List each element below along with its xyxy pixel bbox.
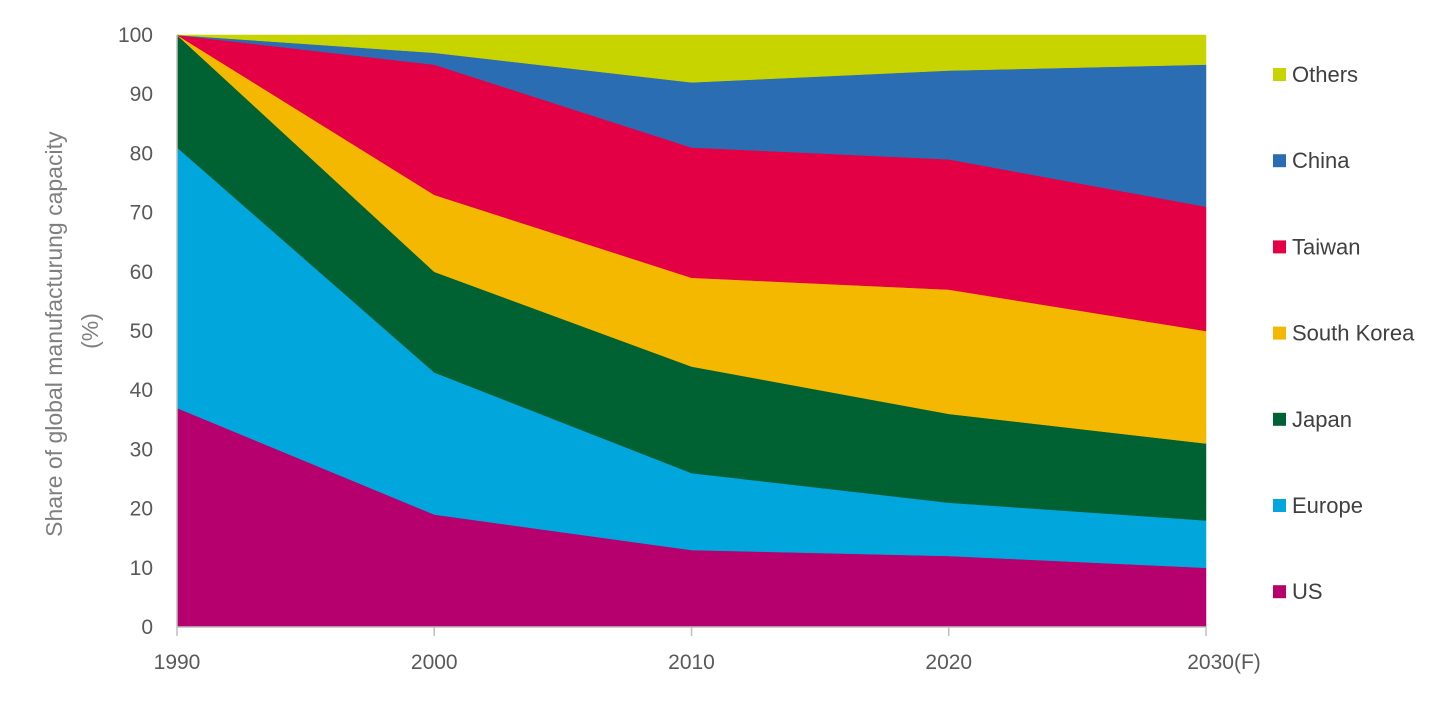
area-others <box>176 34 1207 83</box>
legend-swatch-europe <box>1273 499 1286 512</box>
legend-label-us: US <box>1292 579 1323 604</box>
y-tick-label: 90 <box>130 83 153 106</box>
x-tick-label: 2030(F) <box>1187 651 1261 674</box>
y-axis-title-line-1: Share of global manufacturung capacity <box>41 131 67 537</box>
y-tick-label: 100 <box>118 24 153 47</box>
y-axis-title-line-2: (%) <box>77 313 103 349</box>
x-tick-label: 2010 <box>668 651 715 674</box>
y-axis-title: Share of global manufacturung capacity (… <box>41 125 103 537</box>
y-tick-label: 10 <box>130 557 153 580</box>
x-axis-ticks: 1990 2000 2010 2020 2030(F) <box>154 627 1261 674</box>
y-tick-label: 20 <box>130 498 153 521</box>
legend-swatch-us <box>1273 585 1286 599</box>
legend-swatch-others <box>1273 68 1286 81</box>
legend-label-china: China <box>1292 148 1350 173</box>
legend-label-japan: Japan <box>1292 407 1352 432</box>
x-tick-label: 1990 <box>154 651 201 674</box>
x-tick-label: 2000 <box>411 651 458 674</box>
y-tick-label: 30 <box>130 438 153 461</box>
y-tick-label: 0 <box>141 616 153 639</box>
y-tick-label: 70 <box>130 202 153 225</box>
legend-swatch-taiwan <box>1273 240 1286 254</box>
y-tick-label: 80 <box>130 142 153 165</box>
y-tick-label: 60 <box>130 261 153 284</box>
y-axis-ticks: 0 10 20 30 40 50 60 70 80 90 100 <box>118 24 153 639</box>
x-tick-label: 2020 <box>925 651 972 674</box>
chart-legend: Others China Taiwan South Korea Japan Europe U… <box>1273 62 1415 604</box>
legend-swatch-south-korea <box>1273 326 1286 340</box>
chart-areas <box>176 34 1207 628</box>
y-tick-label: 40 <box>130 379 153 402</box>
legend-label-taiwan: Taiwan <box>1292 234 1360 259</box>
legend-swatch-china <box>1273 154 1286 168</box>
legend-swatch-japan <box>1273 412 1286 426</box>
legend-label-europe: Europe <box>1292 493 1363 518</box>
legend-label-south-korea: South Korea <box>1292 321 1415 346</box>
y-tick-label: 50 <box>130 320 153 343</box>
legend-label-others: Others <box>1292 62 1358 87</box>
